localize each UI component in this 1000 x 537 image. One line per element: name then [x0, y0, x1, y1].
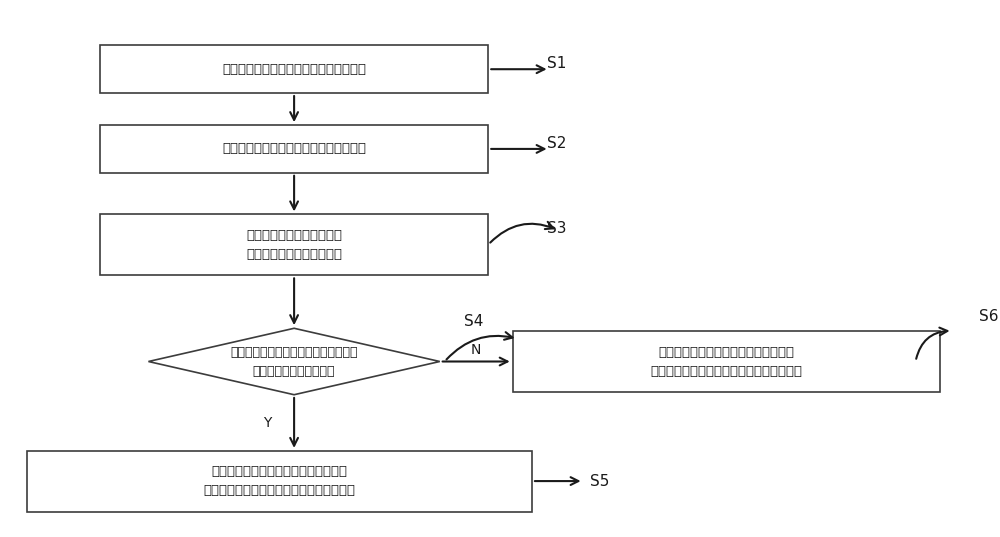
- Text: 检测发电端在第一时间段内的实际发电量: 检测发电端在第一时间段内的实际发电量: [222, 142, 366, 155]
- FancyBboxPatch shape: [100, 125, 488, 173]
- Text: S3: S3: [547, 221, 566, 236]
- FancyBboxPatch shape: [100, 214, 488, 275]
- FancyBboxPatch shape: [513, 331, 940, 392]
- Text: 判断所述实际发电量与所述实际用电量
的比值是否超过预设比值: 判断所述实际发电量与所述实际用电量 的比值是否超过预设比值: [230, 345, 358, 378]
- FancyBboxPatch shape: [100, 45, 488, 93]
- Text: S5: S5: [590, 474, 610, 489]
- Text: 计算所述发电端在第一时间
段内的生物质气化发电速率: 计算所述发电端在第一时间 段内的生物质气化发电速率: [246, 229, 342, 260]
- Polygon shape: [148, 328, 440, 395]
- Text: S1: S1: [547, 56, 566, 71]
- Text: S6: S6: [979, 309, 998, 324]
- Text: S4: S4: [464, 314, 483, 329]
- Text: 保持所述生物质气化发电速率，并将其
作为所述发电端在第二时间段内的发电速率: 保持所述生物质气化发电速率，并将其 作为所述发电端在第二时间段内的发电速率: [650, 345, 802, 378]
- Text: S2: S2: [547, 136, 566, 151]
- FancyBboxPatch shape: [27, 451, 532, 512]
- Text: 降低所述生物质气化发电速率，并将其
作为所述发电端在第二时间段内的发电速率: 降低所述生物质气化发电速率，并将其 作为所述发电端在第二时间段内的发电速率: [204, 465, 356, 497]
- Text: 检测客户端在第一时间段内的实际用电量: 检测客户端在第一时间段内的实际用电量: [222, 63, 366, 76]
- Text: N: N: [471, 343, 481, 357]
- Text: Y: Y: [263, 416, 271, 430]
